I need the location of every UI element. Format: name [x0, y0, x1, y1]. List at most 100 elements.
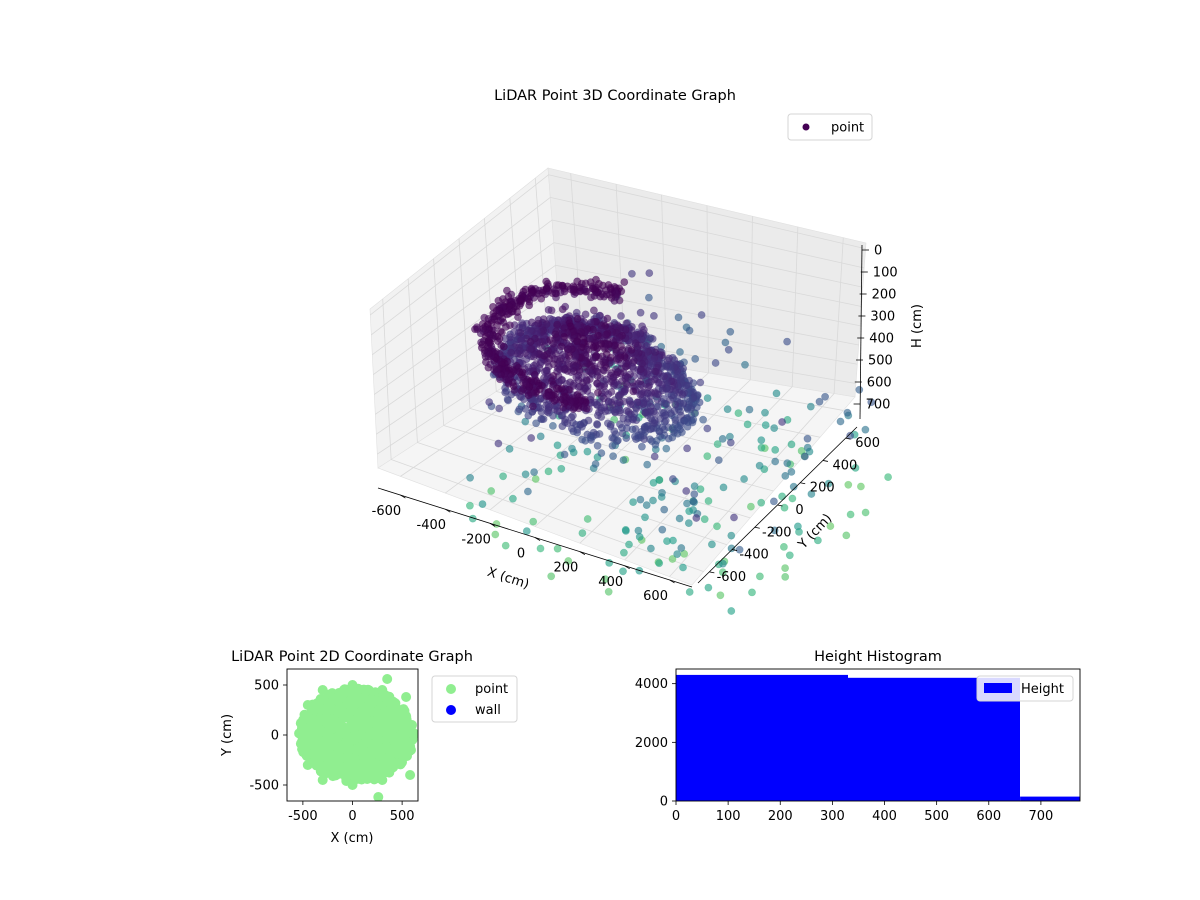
- chart-3d-point: [660, 505, 669, 514]
- chart-3d-point: [658, 488, 666, 497]
- chart-3d-point: [495, 375, 504, 384]
- chart-3d-point: [608, 433, 617, 442]
- chart-3d-point: [594, 388, 602, 397]
- chart-3d-point: [517, 336, 525, 345]
- chart-3d-point: [770, 497, 778, 506]
- chart-3d-point: [770, 526, 779, 535]
- chart-3d-point: [619, 414, 628, 423]
- chart-3d-point: [587, 293, 595, 302]
- chart-3d-point: [619, 456, 628, 464]
- chart-3d-grid-line: [551, 219, 863, 288]
- chart-2d-point: [401, 692, 412, 702]
- chart-3d-point: [787, 467, 796, 476]
- chart-3d-point: [529, 402, 537, 411]
- chart-2d-point: [334, 751, 345, 762]
- chart-3d-point: [588, 284, 597, 293]
- chart-2d-legend: point wall: [431, 675, 518, 723]
- chart-3d-point: [527, 434, 536, 442]
- chart-3d-point: [591, 460, 600, 468]
- chart-2d-point: [382, 743, 392, 754]
- chart-3d-point: [530, 468, 538, 476]
- chart-3d-point: [466, 473, 474, 482]
- chart-3d-grid-line: [833, 237, 844, 394]
- chart-3d-y-tick-label: -600: [717, 570, 747, 585]
- chart-3d-z-tick-label: 700: [866, 398, 891, 413]
- chart-3d-point: [471, 325, 479, 334]
- chart-2d-point: [356, 774, 367, 785]
- chart-3d-point: [544, 467, 553, 476]
- chart-3d-point: [683, 444, 691, 453]
- chart-3d-z-axis-line: [859, 244, 863, 420]
- chart-3d-point: [628, 269, 636, 278]
- chart-3d-point: [674, 313, 683, 322]
- chart-3d-point: [867, 398, 876, 407]
- chart-2d-point: [317, 736, 328, 747]
- chart-2d-point: [317, 685, 328, 695]
- chart-2d-point: [362, 732, 373, 743]
- chart-3d-point: [641, 513, 649, 522]
- chart-3d-point: [788, 494, 797, 503]
- chart-3d-point: [537, 415, 545, 423]
- chart-3d-point: [699, 415, 707, 424]
- chart-3d-point: [719, 483, 728, 492]
- chart-3d-zlabel: H (cm): [910, 304, 925, 348]
- chart-3d-point: [507, 348, 515, 357]
- chart-3d-grid-line: [433, 258, 445, 426]
- chart-3d-point: [662, 444, 671, 453]
- chart-2d-point: [396, 739, 407, 750]
- chart-3d-point: [521, 417, 530, 426]
- chart-3d-point: [593, 420, 601, 428]
- chart-3d-point: [644, 383, 653, 391]
- chart-2d-legend-label-wall: wall: [475, 703, 501, 718]
- chart-3d-point: [558, 422, 567, 431]
- chart-3d-point: [814, 536, 822, 545]
- chart-3d-point: [581, 310, 590, 319]
- chart-3d-point: [491, 530, 500, 539]
- chart-2d-point: [377, 775, 388, 785]
- chart-3d-point: [719, 559, 727, 568]
- chart-2d-point: [302, 700, 313, 710]
- chart-3d-grid-line: [375, 287, 558, 415]
- chart-3d-point: [481, 358, 490, 366]
- chart-2d-point: [390, 698, 401, 709]
- chart-3d-point: [778, 418, 786, 426]
- chart-3d-point: [519, 378, 527, 387]
- chart-3d-point: [525, 301, 534, 310]
- chart-3d-point: [557, 464, 566, 473]
- chart-2d-points: [294, 674, 418, 801]
- chart-3d-y-tick: [709, 571, 715, 574]
- histogram-x-tick-label: 500: [924, 809, 949, 824]
- chart-3d-z-tick-label: 500: [868, 354, 893, 369]
- chart-3d-x-tick: [400, 494, 406, 499]
- chart-3d-grid-line: [791, 226, 799, 387]
- chart-3d-point: [718, 434, 727, 443]
- chart-2d-point: [351, 729, 362, 740]
- chart-3d-point: [636, 308, 645, 317]
- chart-3d-point: [485, 398, 494, 406]
- chart-3d-point: [465, 501, 474, 510]
- chart-3d-point: [557, 342, 566, 351]
- chart-3d-grid-line: [579, 379, 751, 544]
- chart-3d-point: [861, 508, 870, 517]
- chart-3d-x-tick: [445, 508, 451, 513]
- chart-2d-xlabel: X (cm): [331, 831, 374, 846]
- chart-3d-point: [735, 545, 744, 554]
- chart-3d-point: [727, 607, 736, 615]
- chart-2d-ylabel: Y (cm): [220, 714, 235, 757]
- chart-3d-z-tick-label: 300: [870, 310, 895, 325]
- chart-3d-point: [558, 305, 567, 314]
- chart-3d-y-tick: [800, 482, 806, 485]
- chart-3d-point: [704, 497, 713, 505]
- chart-3d-point: [761, 408, 769, 417]
- chart-3d-point: [517, 387, 526, 395]
- chart-3d-point: [842, 531, 851, 540]
- chart-3d-legend: point: [787, 113, 873, 141]
- chart-3d-grid-line: [553, 242, 862, 307]
- chart-2d-point: [389, 746, 400, 757]
- chart-2d-point: [333, 694, 344, 705]
- chart-3d-grid-line: [661, 194, 668, 367]
- chart-3d-point: [573, 314, 582, 323]
- chart-3d-point: [703, 452, 712, 461]
- chart-2d-point: [301, 747, 312, 758]
- chart-3d-point: [650, 311, 658, 320]
